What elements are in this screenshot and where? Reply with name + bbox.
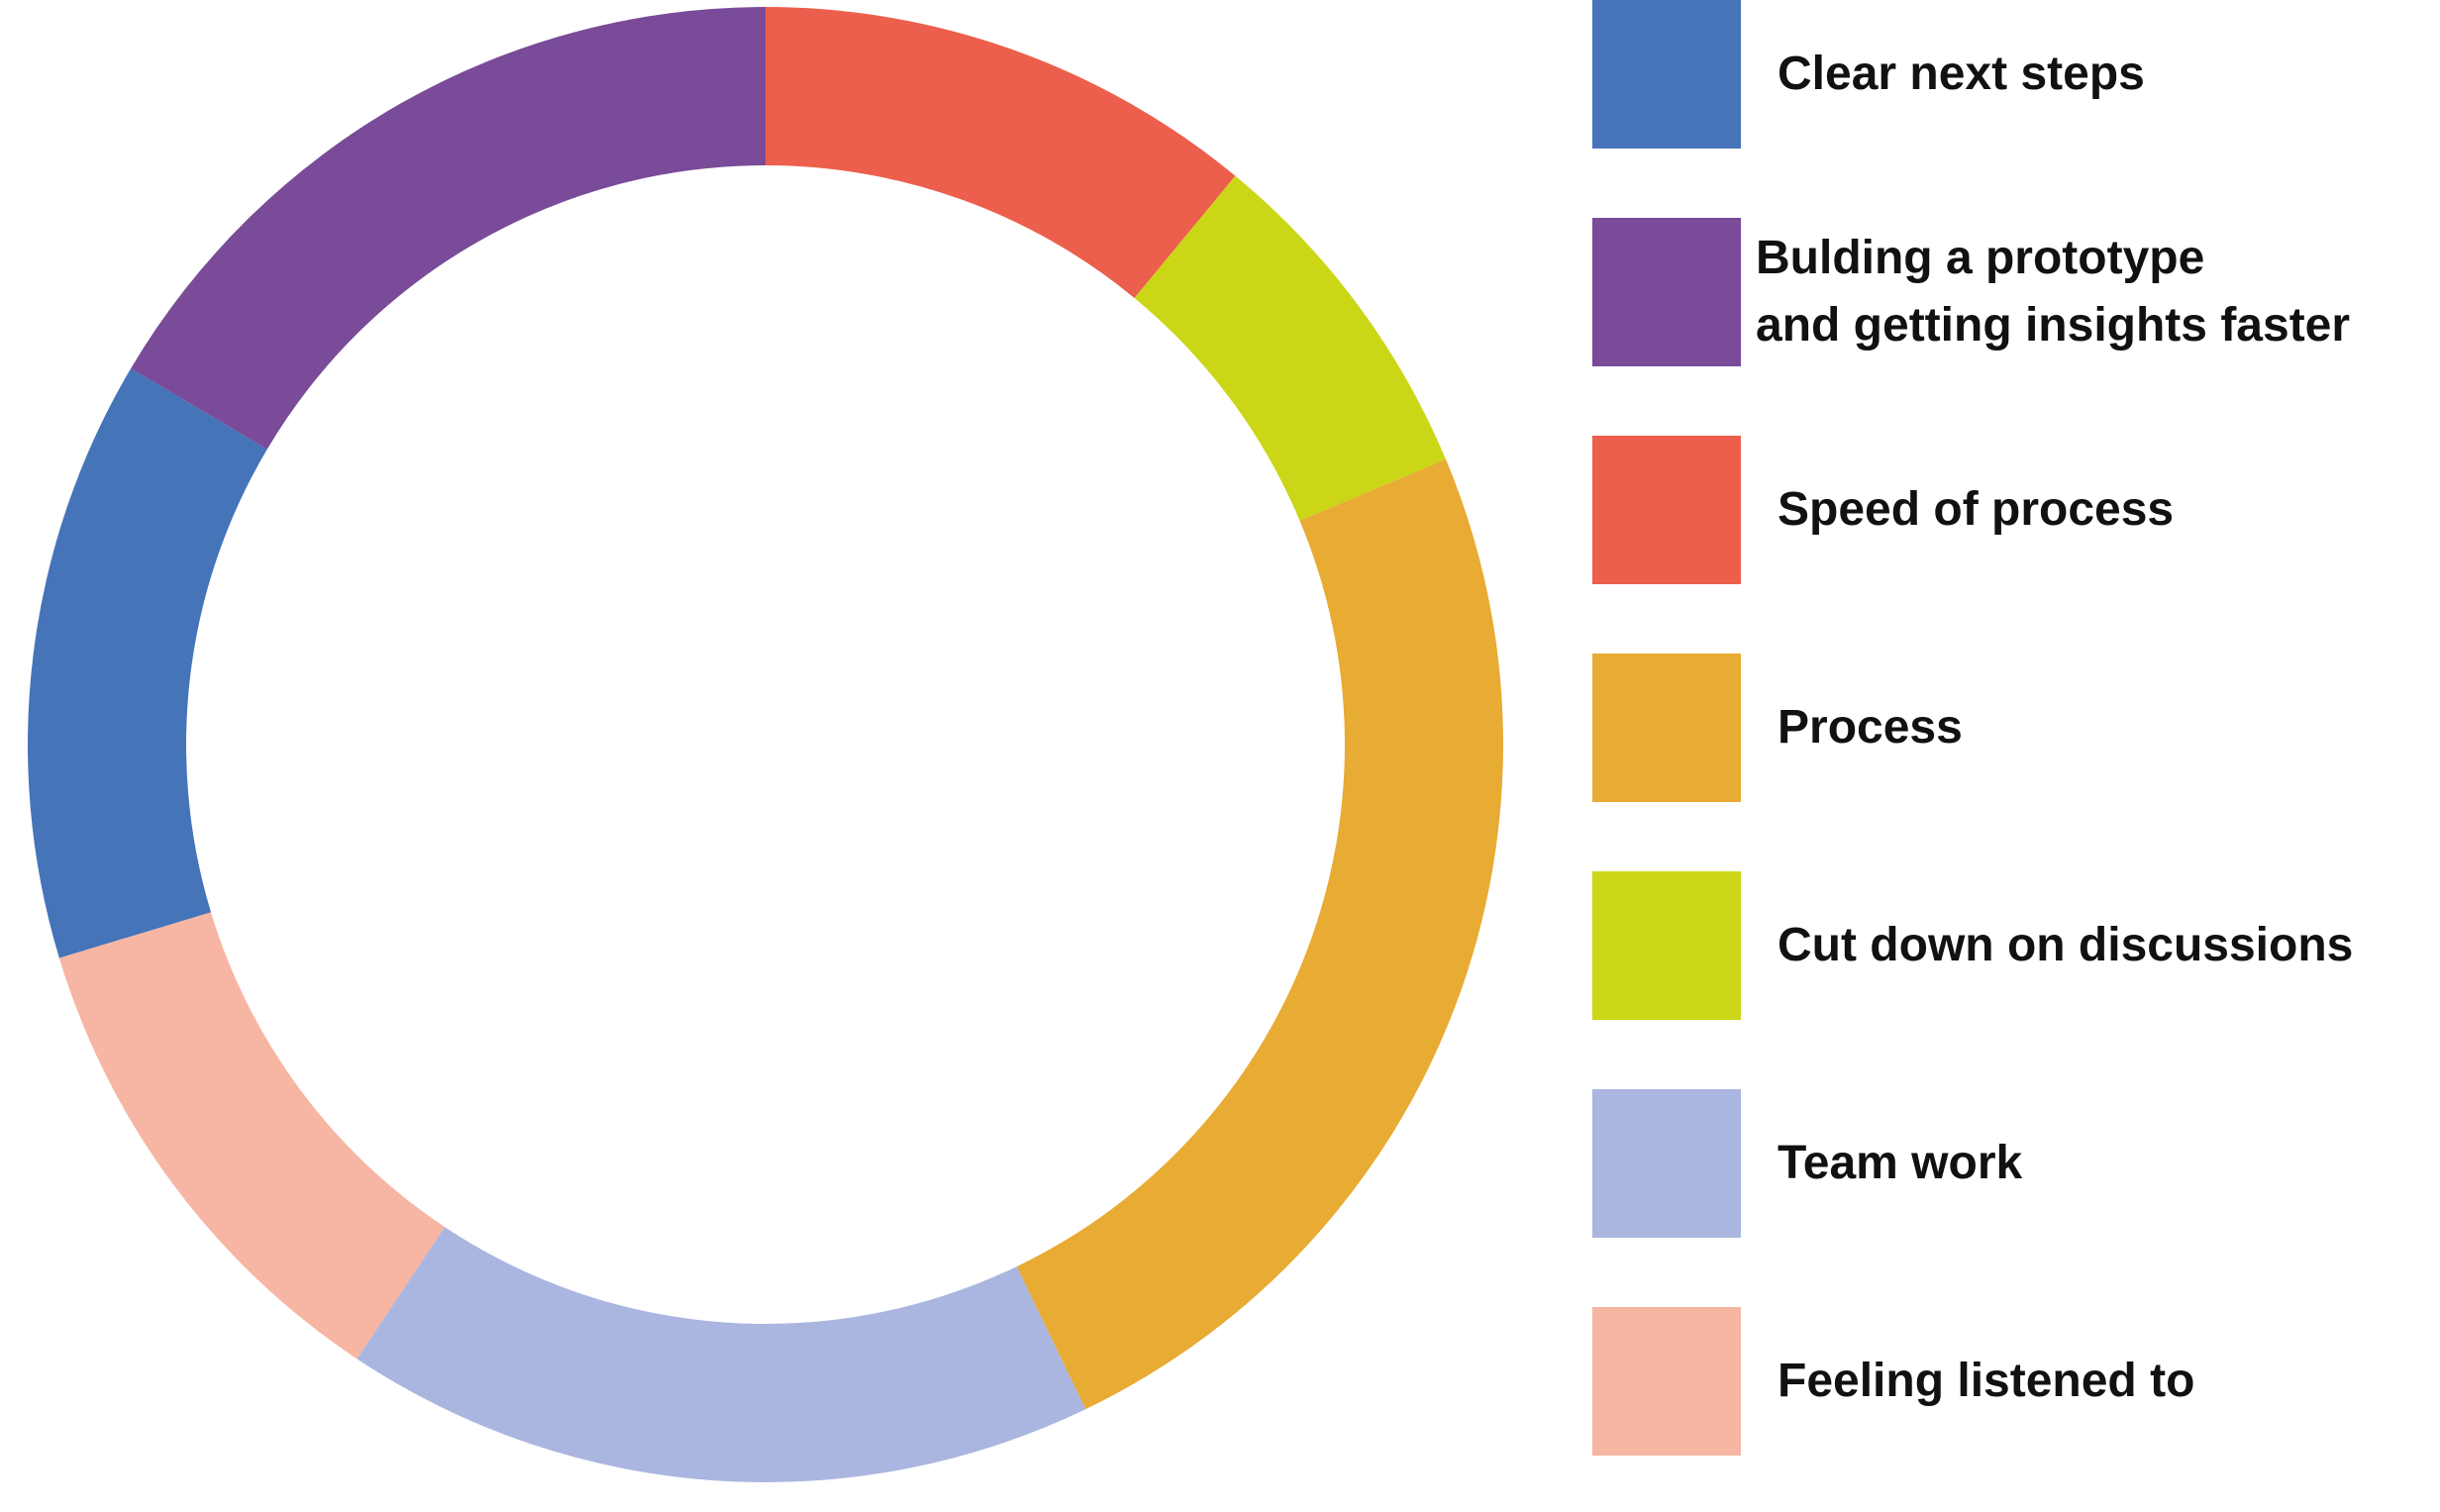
donut-slice-team-work — [356, 1227, 1086, 1483]
legend-swatch — [1592, 436, 1741, 584]
legend-label: Process — [1778, 701, 1963, 754]
legend-swatch — [1592, 1307, 1741, 1456]
legend-swatch — [1592, 0, 1741, 149]
legend-item-process: Process — [1592, 654, 2434, 802]
legend-item-feeling-listened-to: Feeling listened to — [1592, 1307, 2434, 1456]
donut-slice-feeling-listened-to — [58, 912, 446, 1360]
donut-slice-speed-of-process — [765, 7, 1236, 298]
legend-label: Feeling listened to — [1778, 1355, 2195, 1407]
legend-swatch — [1592, 218, 1741, 366]
legend-label: Cut down on discussions — [1778, 919, 2354, 971]
legend-label: Bulding a prototype and getting insights… — [1756, 232, 2351, 352]
donut-slice-clear-next-steps — [27, 368, 267, 958]
legend-item-clear-next-steps: Clear next steps — [1592, 0, 2434, 149]
legend-item-cut-down-on-discussions: Cut down on discussions — [1592, 871, 2434, 1020]
donut-slice-cut-down-on-discussions — [1134, 175, 1447, 521]
donut-chart — [27, 7, 1503, 1483]
legend-swatch — [1592, 871, 1741, 1020]
legend-swatch — [1592, 1089, 1741, 1238]
legend-swatch — [1592, 654, 1741, 802]
legend-label: Team work — [1778, 1137, 2023, 1189]
donut-slice-bulding-a-prototype-and-getting-insights-faster — [131, 7, 765, 450]
legend-label: Clear next steps — [1778, 48, 2145, 100]
legend-item-bulding-a-prototype-and-getting-insights-faster: Bulding a prototype and getting insights… — [1592, 218, 2434, 366]
legend-item-team-work: Team work — [1592, 1089, 2434, 1238]
legend-label: Speed of process — [1778, 483, 2175, 536]
donut-slice-process — [1016, 458, 1503, 1410]
legend-item-speed-of-process: Speed of process — [1592, 436, 2434, 584]
